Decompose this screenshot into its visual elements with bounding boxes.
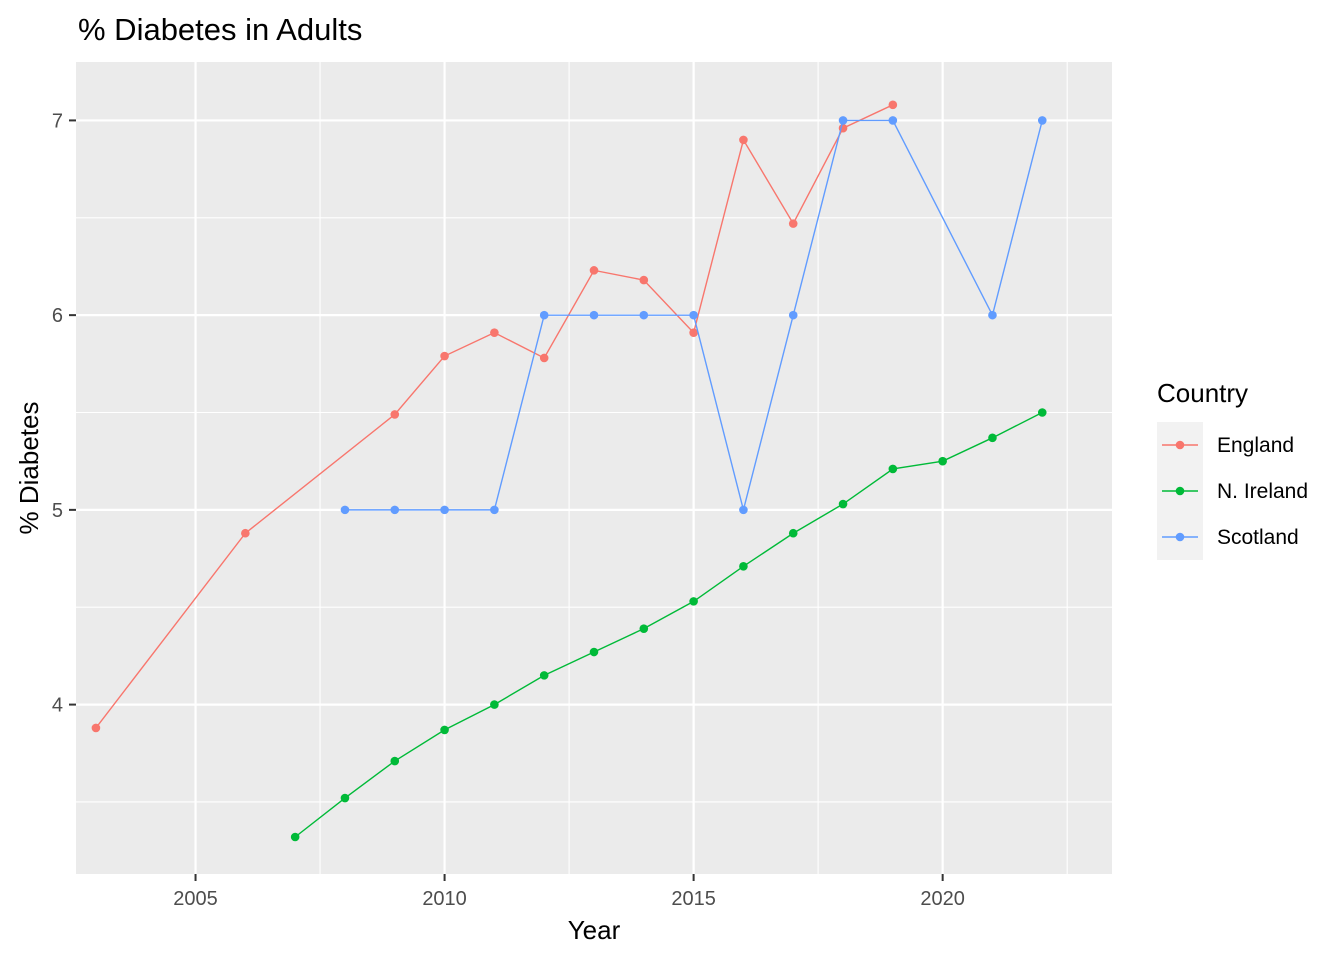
data-point-n-ireland	[739, 562, 748, 571]
legend-key-point	[1175, 486, 1185, 496]
legend-items: England N. Ireland Scotland	[1157, 422, 1308, 560]
series-layer	[91, 100, 1047, 842]
data-point-scotland	[988, 310, 997, 320]
y-axis-title: % Diabetes	[14, 402, 44, 535]
chart-title: % Diabetes in Adults	[78, 12, 362, 47]
data-point-scotland	[390, 505, 400, 515]
series-england	[91, 100, 898, 733]
data-point-england	[639, 275, 649, 285]
x-tick-label: 2005	[173, 888, 218, 910]
data-point-n-ireland	[589, 647, 599, 657]
series-line-n-ireland	[294, 411, 1043, 838]
legend-title: Country	[1157, 378, 1248, 408]
data-point-scotland	[490, 505, 499, 515]
plot-panel	[76, 62, 1112, 874]
data-point-n-ireland	[340, 793, 350, 803]
data-point-n-ireland	[689, 597, 698, 606]
data-point-n-ireland	[290, 832, 300, 842]
data-point-n-ireland	[838, 499, 848, 509]
data-point-n-ireland	[440, 725, 449, 735]
data-point-scotland	[1037, 116, 1047, 125]
legend-label: Scotland	[1217, 526, 1299, 549]
y-tick-label: 4	[52, 695, 63, 717]
data-point-scotland	[739, 505, 748, 515]
data-point-scotland	[639, 310, 649, 320]
data-point-england	[390, 410, 400, 419]
y-tick-label: 5	[52, 500, 63, 522]
data-point-n-ireland	[539, 671, 549, 680]
data-point-england	[539, 353, 549, 363]
data-point-n-ireland	[1037, 408, 1047, 417]
series-scotland	[340, 116, 1047, 515]
series-line-scotland	[344, 119, 1043, 511]
data-point-england	[888, 100, 898, 110]
x-tick-label: 2010	[422, 888, 467, 910]
data-point-scotland	[888, 116, 898, 125]
data-point-n-ireland	[490, 700, 499, 709]
legend-key-point	[1175, 440, 1185, 450]
x-axis-ticks: 2005 2010 2015 2020	[173, 874, 965, 910]
data-point-england	[739, 135, 748, 145]
data-point-england	[490, 328, 499, 337]
data-point-n-ireland	[788, 528, 798, 538]
data-point-scotland	[340, 505, 350, 515]
data-point-n-ireland	[639, 624, 649, 633]
grid-lines	[76, 62, 1112, 874]
data-point-n-ireland	[938, 456, 947, 466]
data-point-england	[689, 328, 698, 337]
data-point-scotland	[838, 116, 848, 125]
legend-item-england: England	[1157, 422, 1294, 468]
data-point-scotland	[440, 505, 449, 515]
data-point-n-ireland	[888, 464, 898, 474]
y-axis-ticks: 4 5 6 7	[52, 110, 76, 717]
data-point-scotland	[788, 310, 798, 320]
legend: Country England N. Ireland Scotland	[1157, 378, 1308, 560]
data-point-n-ireland	[390, 756, 400, 766]
data-point-england	[589, 266, 599, 275]
y-tick-label: 7	[52, 110, 63, 132]
data-point-england	[788, 219, 798, 228]
x-tick-label: 2015	[671, 888, 716, 910]
series-n-ireland	[290, 408, 1047, 842]
x-tick-label: 2020	[920, 888, 965, 910]
legend-item-n-ireland: N. Ireland	[1157, 468, 1308, 514]
data-point-england	[91, 723, 101, 733]
legend-item-scotland: Scotland	[1157, 514, 1299, 560]
x-axis-title: Year	[568, 915, 621, 945]
legend-key-point	[1175, 532, 1185, 542]
y-tick-label: 6	[52, 305, 63, 327]
data-point-england	[440, 351, 449, 361]
data-point-scotland	[689, 310, 698, 320]
data-point-n-ireland	[988, 433, 997, 443]
data-point-scotland	[589, 310, 599, 320]
data-point-england	[241, 528, 250, 538]
legend-label: N. Ireland	[1217, 480, 1308, 503]
legend-label: England	[1217, 434, 1294, 457]
data-point-scotland	[539, 310, 549, 320]
